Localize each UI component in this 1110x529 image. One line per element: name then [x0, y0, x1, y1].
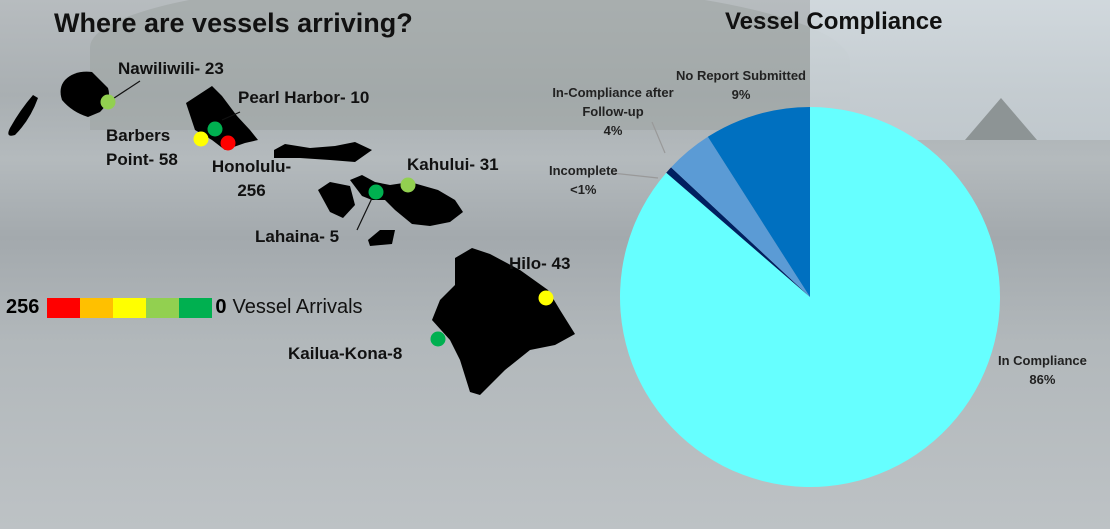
port-marker-lahaina — [368, 184, 384, 200]
port-marker-nawiliwili — [100, 94, 116, 110]
pie-label-no-report: No Report Submitted 9% — [676, 68, 806, 102]
island-niihau — [8, 95, 39, 136]
leader-incomplete — [611, 172, 659, 179]
legend-max: 256 — [6, 296, 40, 318]
pie-label-incomplete: Incomplete <1% — [549, 163, 618, 197]
port-marker-kahului — [400, 177, 416, 193]
pie-label-in-compliance: In Compliance 86% — [998, 353, 1087, 387]
port-marker-honolulu — [220, 135, 236, 151]
port-marker-pearl-harbor — [207, 121, 223, 137]
leader-pearl-harbor — [221, 111, 241, 121]
port-label-hilo: Hilo- 43 — [509, 254, 571, 273]
port-label-kailua-kona: Kailua-Kona-8 — [288, 344, 403, 363]
leader-lahaina — [356, 195, 374, 231]
port-label-honolulu: Honolulu- 256 — [211, 157, 292, 200]
legend-swatch — [80, 297, 114, 318]
pie-slice-in-compliance — [619, 107, 1001, 488]
legend-swatch — [179, 297, 213, 318]
legend-label: Vessel Arrivals — [232, 296, 363, 318]
pie-label-follow-up: In-Compliance after Follow-up 4% — [552, 85, 674, 138]
leader-follow-up — [651, 121, 666, 154]
island-kauai — [60, 71, 109, 117]
island-molokai — [274, 142, 372, 162]
chart-title: Vessel Compliance — [725, 8, 943, 35]
port-label-nawiliwili: Nawiliwili- 23 — [118, 59, 224, 78]
legend-swatch — [47, 297, 81, 318]
island-lanai — [318, 182, 355, 218]
pie-slice-no-report-submitted — [707, 107, 810, 297]
pie-slice-in-compliance-after-follow-up — [671, 136, 810, 297]
legend-swatch — [146, 297, 180, 318]
pie-slice-incomplete — [666, 167, 810, 297]
background-islet — [965, 98, 1037, 140]
island-hawaii — [432, 248, 575, 395]
map-title: Where are vessels arriving? — [54, 8, 413, 38]
port-label-barbers-point: Barbers Point- 58 — [106, 126, 178, 169]
port-marker-hilo — [538, 290, 554, 306]
legend-min: 0 — [215, 296, 227, 318]
port-label-pearl-harbor: Pearl Harbor- 10 — [238, 88, 370, 107]
arrivals-legend: 256 0 Vessel Arrivals — [6, 296, 363, 319]
legend-swatch — [113, 297, 147, 318]
port-label-lahaina: Lahaina- 5 — [255, 227, 340, 246]
port-label-kahului: Kahului- 31 — [407, 155, 499, 174]
port-marker-barbers-point — [193, 131, 209, 147]
island-kahoolawe — [368, 230, 395, 246]
port-marker-kailua-kona — [430, 331, 446, 347]
